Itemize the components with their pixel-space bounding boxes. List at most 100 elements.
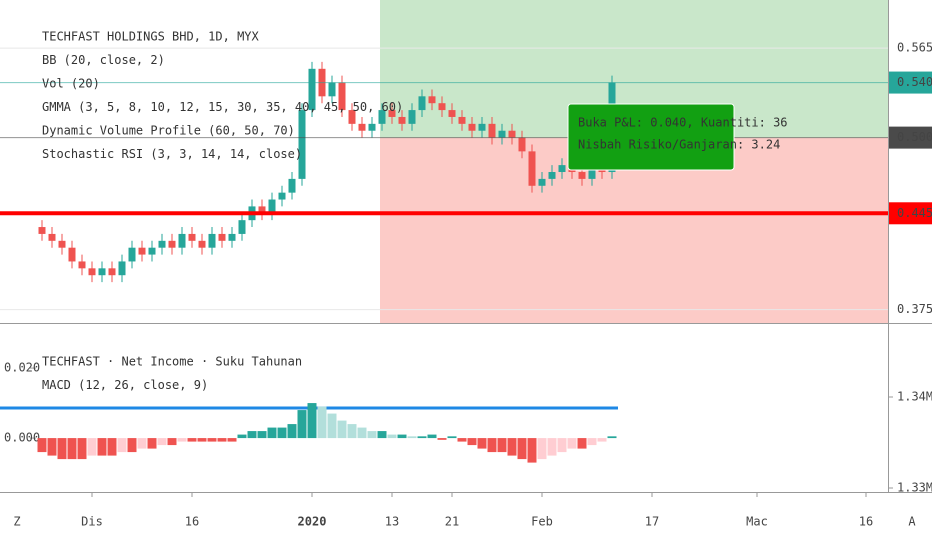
- histogram-bar: [457, 438, 467, 442]
- candle-body: [358, 123, 366, 131]
- legend-text: Dynamic Volume Profile (60, 50, 70): [42, 124, 295, 138]
- candle-body: [328, 82, 336, 97]
- candle-body: [68, 247, 76, 262]
- price-label: 0.540: [897, 75, 932, 89]
- y-tick-label: 0.000: [4, 431, 40, 445]
- legend-text: Stochastic RSI (3, 3, 14, 14, close): [42, 147, 302, 161]
- candle-body: [298, 110, 306, 179]
- price-label: 0.500: [897, 130, 932, 144]
- histogram-bar: [187, 438, 197, 442]
- histogram-bar: [537, 438, 547, 460]
- histogram-bar: [77, 438, 87, 460]
- histogram-bar: [217, 438, 227, 442]
- histogram-bar: [167, 438, 177, 446]
- candle-body: [178, 233, 186, 248]
- candle-body: [258, 206, 266, 214]
- histogram-bar: [397, 434, 407, 439]
- histogram-bar: [547, 438, 557, 456]
- x-tick-label: Dis: [81, 515, 103, 529]
- histogram-bar: [177, 438, 187, 442]
- candle-body: [48, 233, 56, 241]
- candle-body: [548, 172, 556, 179]
- histogram-bar: [107, 438, 117, 456]
- legend-text: BB (20, close, 2): [42, 53, 165, 67]
- x-tick-label: 2020: [298, 515, 327, 529]
- x-tick-label: 16: [859, 515, 873, 529]
- candle-body: [268, 199, 276, 214]
- candle-body: [468, 123, 476, 131]
- candle-body: [508, 130, 516, 138]
- histogram-bar: [207, 438, 217, 442]
- histogram-bar: [467, 438, 477, 446]
- price-label-box: [889, 126, 932, 149]
- candle-body: [78, 261, 86, 269]
- histogram-bar: [497, 438, 507, 453]
- histogram-bar: [517, 438, 527, 460]
- candle-body: [108, 268, 116, 276]
- x-tick-label: 17: [645, 515, 659, 529]
- candle-body: [578, 172, 586, 179]
- candle-body: [588, 165, 596, 179]
- candle-body: [388, 110, 396, 117]
- candle-body: [288, 178, 296, 193]
- histogram-bar: [367, 431, 377, 439]
- x-tick-label: Mac: [746, 515, 768, 529]
- histogram-bar: [237, 434, 247, 439]
- x-tick-label: 16: [185, 515, 199, 529]
- tooltip-text: Buka P&L: 0.040, Kuantiti: 36: [578, 116, 788, 130]
- x-tick-label: 21: [445, 515, 459, 529]
- histogram-bar: [37, 438, 47, 453]
- candle-body: [228, 233, 236, 241]
- tooltip-box: [567, 103, 735, 171]
- histogram-bar: [267, 427, 277, 439]
- candle-body: [38, 227, 46, 234]
- candle-body: [218, 233, 226, 241]
- price-label-box: [889, 202, 932, 225]
- histogram-bar: [147, 438, 157, 449]
- histogram-bar: [387, 434, 397, 439]
- y-tick-label: 0.375: [897, 302, 932, 316]
- candle-body: [558, 165, 566, 173]
- histogram-bar: [377, 431, 387, 439]
- candle-body: [398, 116, 406, 124]
- histogram-bar: [427, 434, 437, 439]
- histogram-bar: [447, 436, 457, 439]
- candle-body: [278, 192, 286, 200]
- histogram-bar: [587, 438, 597, 446]
- histogram-bar: [477, 438, 487, 449]
- histogram-bar: [507, 438, 517, 456]
- x-tick-label: 13: [385, 515, 399, 529]
- candle-body: [528, 151, 536, 186]
- histogram-bar: [567, 438, 577, 449]
- histogram-bar: [57, 438, 67, 460]
- y-tick-label: 0.565: [897, 41, 932, 55]
- candle-body: [448, 110, 456, 117]
- histogram-bar: [227, 438, 237, 442]
- histogram-bar: [407, 436, 417, 439]
- corner-button[interactable]: Z: [13, 515, 20, 529]
- candle-body: [408, 110, 416, 124]
- price-label: 0.445: [897, 206, 932, 220]
- candle-body: [128, 247, 136, 262]
- candle-body: [208, 233, 216, 248]
- candle-body: [308, 68, 316, 111]
- histogram-bar: [277, 427, 287, 439]
- legend-text: TECHFAST · Net Income · Suku Tahunan: [42, 355, 302, 369]
- candle-body: [198, 240, 206, 248]
- histogram-bar: [577, 438, 587, 449]
- candle-body: [428, 96, 436, 104]
- candle-body: [458, 116, 466, 124]
- corner-button[interactable]: A: [908, 515, 916, 529]
- legend-text: GMMA (3, 5, 8, 10, 12, 15, 30, 35, 40, 4…: [42, 100, 403, 114]
- candle-body: [478, 123, 486, 131]
- candle-body: [518, 137, 526, 152]
- histogram-bar: [127, 438, 137, 453]
- histogram-bar: [417, 436, 427, 439]
- candle-body: [138, 247, 146, 255]
- histogram-bar: [357, 427, 367, 439]
- candle-body: [338, 82, 346, 111]
- candle-body: [98, 268, 106, 276]
- candle-body: [148, 247, 156, 255]
- candle-body: [368, 123, 376, 131]
